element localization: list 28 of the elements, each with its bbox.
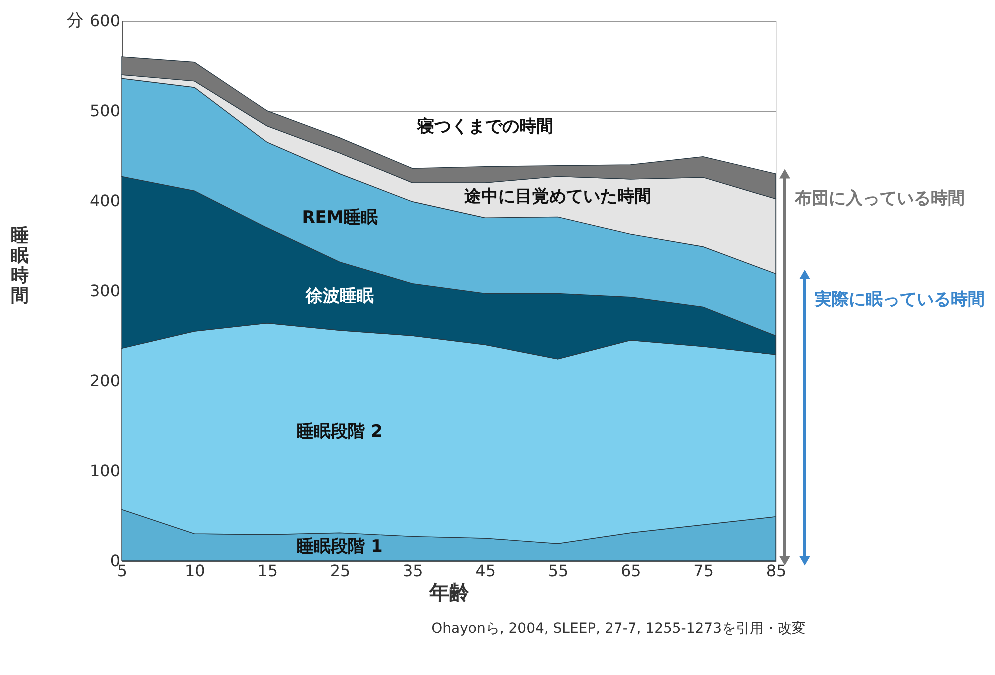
- y-tick-label: 200: [90, 372, 120, 390]
- y-tick-label: 0: [110, 552, 120, 570]
- x-tick-label: 55: [548, 562, 569, 580]
- y-tick-label: 300: [90, 282, 120, 300]
- x-tick-label: 35: [402, 562, 424, 580]
- series-label: REM睡眠: [302, 208, 378, 228]
- y-tick-label: 100: [90, 462, 120, 480]
- series-label: 途中に目覚めていた時間: [464, 186, 652, 207]
- x-tick-label: 65: [620, 562, 642, 580]
- x-tick-label: 15: [258, 562, 278, 580]
- annotation: 布団に入っている時間: [794, 189, 965, 209]
- y-tick-label: 600: [90, 12, 120, 30]
- x-tick-label: 25: [330, 562, 351, 580]
- x-tick-label: 45: [476, 562, 496, 580]
- x-tick-label: 85: [766, 562, 787, 580]
- y-tick-label: 400: [90, 192, 120, 210]
- annotation: 実際に眠っている時間: [814, 290, 985, 310]
- text: 分: [67, 11, 84, 31]
- x-tick-label: 75: [694, 562, 714, 580]
- x-tick-label: 10: [184, 562, 206, 580]
- series-label: 寝つくまでの時間: [416, 116, 554, 137]
- series-label: 睡眠段階 2: [297, 422, 383, 442]
- series-label: 徐波睡眠: [305, 286, 374, 306]
- x-axis-title: 年齢: [428, 580, 470, 604]
- series-label: 睡眠段階 1: [297, 537, 383, 558]
- text: Ohayonら, 2004, SLEEP, 27-7, 1255-1273を引用・改変: [432, 621, 806, 637]
- y-axis-title: 睡眠時間: [10, 226, 29, 306]
- y-tick-label: 500: [90, 102, 120, 120]
